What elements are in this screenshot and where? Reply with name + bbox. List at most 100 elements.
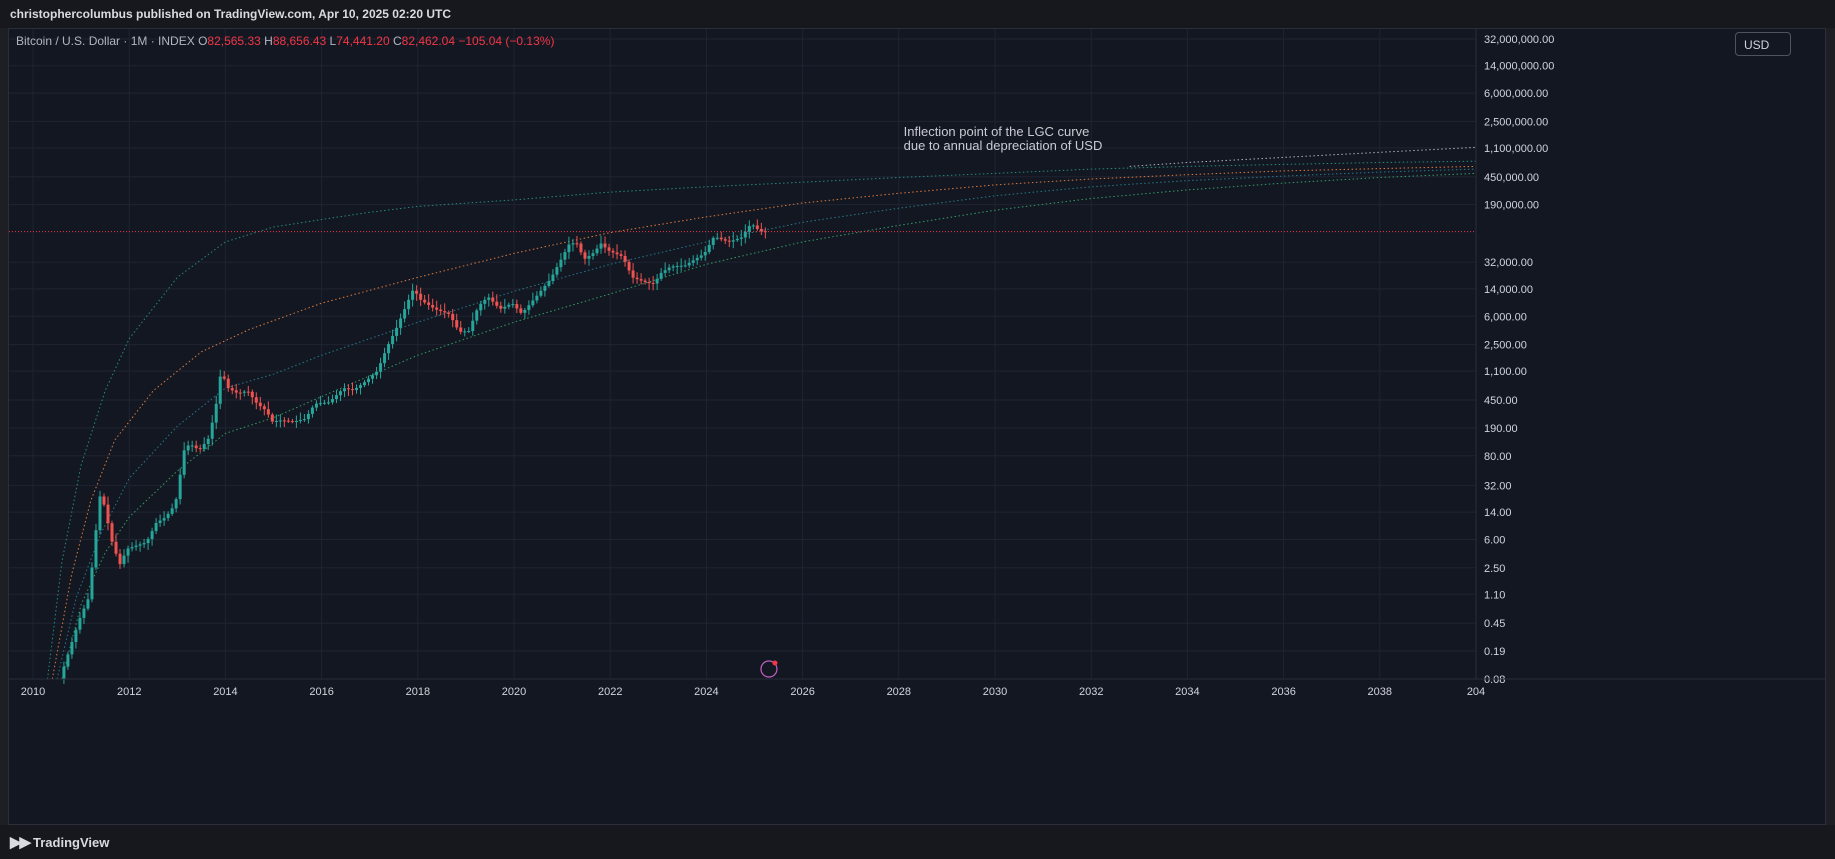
y-tick-label: 450.00 xyxy=(1484,395,1518,407)
y-tick-label: 14,000.00 xyxy=(1484,284,1533,296)
y-tick-label: 1,100,000.00 xyxy=(1484,143,1548,155)
candle-body xyxy=(383,353,387,364)
candle-body xyxy=(467,331,471,333)
candle-body xyxy=(579,243,583,253)
candle-body xyxy=(403,309,407,319)
y-tick-label: 450,000.00 xyxy=(1484,172,1539,184)
candle-body xyxy=(459,327,463,332)
candle-body xyxy=(202,443,206,450)
candle-body xyxy=(154,522,158,532)
candle-body xyxy=(250,391,254,398)
candle-body xyxy=(679,265,683,267)
candle-body xyxy=(647,282,651,284)
candle-body xyxy=(306,413,310,420)
candle-body xyxy=(735,238,739,241)
candle-body xyxy=(387,344,391,354)
candle-body xyxy=(346,388,350,390)
candle-body xyxy=(302,419,306,421)
candle-body xyxy=(711,237,715,245)
candle-body xyxy=(603,243,607,248)
candle-body xyxy=(635,277,639,280)
candle-body xyxy=(134,545,138,548)
chart-panel[interactable]: 82,462.04 Inflection point of the LGC cu… xyxy=(8,28,1826,825)
candle-body xyxy=(118,553,122,565)
y-tick-label: 6.00 xyxy=(1484,534,1505,546)
footer: ▶▶ TradingView xyxy=(0,825,1835,859)
candle-body xyxy=(587,255,591,259)
candle-body xyxy=(591,253,595,256)
candle-body xyxy=(407,299,411,310)
x-tick-label: 2016 xyxy=(309,686,333,698)
y-tick-label: 32,000,000.00 xyxy=(1484,34,1554,46)
candle-body xyxy=(415,290,419,294)
candle-body xyxy=(266,409,270,415)
candle-body xyxy=(599,243,603,249)
x-tick-label: 2012 xyxy=(117,686,141,698)
y-tick-label: 32.00 xyxy=(1484,480,1512,492)
candle-body xyxy=(707,244,711,253)
symbol-legend: Bitcoin / U.S. Dollar · 1M · INDEX O82,5… xyxy=(16,34,554,48)
candle-body xyxy=(763,231,767,233)
candle-body xyxy=(190,445,194,447)
candle-body xyxy=(274,420,278,422)
x-tick-label: 2028 xyxy=(887,686,911,698)
candle-body xyxy=(451,313,455,321)
candle-body xyxy=(699,255,703,258)
candle-body xyxy=(479,303,483,311)
lgc-curve xyxy=(61,172,1477,680)
currency-button[interactable]: USD xyxy=(1735,32,1791,56)
y-tick-label: 190,000.00 xyxy=(1484,200,1539,212)
y-tick-label: 14,000,000.00 xyxy=(1484,61,1554,73)
candle-body xyxy=(607,247,611,251)
lgc-curve xyxy=(47,160,1477,680)
candle-body xyxy=(282,420,286,422)
candle-body xyxy=(330,399,334,403)
candle-body xyxy=(535,295,539,301)
candle-body xyxy=(447,312,451,314)
candle-body xyxy=(238,392,242,394)
x-tick-label: 2024 xyxy=(694,686,718,698)
candle-body xyxy=(675,266,679,268)
candle-body xyxy=(130,547,134,549)
candle-body xyxy=(62,666,66,679)
candle-body xyxy=(475,310,479,321)
candle-body xyxy=(166,513,170,519)
high-label: H xyxy=(264,34,273,48)
candle-body xyxy=(94,530,98,568)
candle-body xyxy=(491,297,495,302)
candle-body xyxy=(671,266,675,268)
candle-body xyxy=(483,299,487,304)
low-label: L xyxy=(329,34,337,48)
candle-body xyxy=(98,496,102,531)
candle-body xyxy=(527,305,531,310)
x-tick-label: 2020 xyxy=(502,686,526,698)
candle-body xyxy=(194,445,198,449)
candle-body xyxy=(595,248,599,254)
candle-body xyxy=(583,252,587,259)
y-tick-label: 80.00 xyxy=(1484,451,1512,463)
candle-body xyxy=(74,629,78,642)
candle-body xyxy=(683,265,687,267)
candle-body xyxy=(146,539,150,544)
candles xyxy=(62,219,767,684)
candle-body xyxy=(298,420,302,422)
candle-body xyxy=(142,543,146,545)
y-tick-label: 0.08 xyxy=(1484,674,1505,686)
lgc-curves xyxy=(47,146,1477,680)
candle-body xyxy=(326,402,330,404)
x-tick-label: 2014 xyxy=(213,686,237,698)
candle-body xyxy=(715,237,719,239)
candle-body xyxy=(507,304,511,307)
lightning-icon xyxy=(760,660,778,678)
symbol-name: Bitcoin / U.S. Dollar · 1M · INDEX xyxy=(16,34,195,48)
x-tick-label: 2026 xyxy=(790,686,814,698)
x-tick-label: 2034 xyxy=(1175,686,1199,698)
lgc-curve xyxy=(56,168,1477,680)
y-tick-label: 190.00 xyxy=(1484,423,1518,435)
y-tick-label: 0.45 xyxy=(1484,618,1505,630)
x-tick-label: 2032 xyxy=(1079,686,1103,698)
price-chart[interactable]: 82,462.04 Inflection point of the LGC cu… xyxy=(9,29,1825,824)
y-tick-label: 2,500,000.00 xyxy=(1484,116,1548,128)
candle-body xyxy=(663,270,667,273)
